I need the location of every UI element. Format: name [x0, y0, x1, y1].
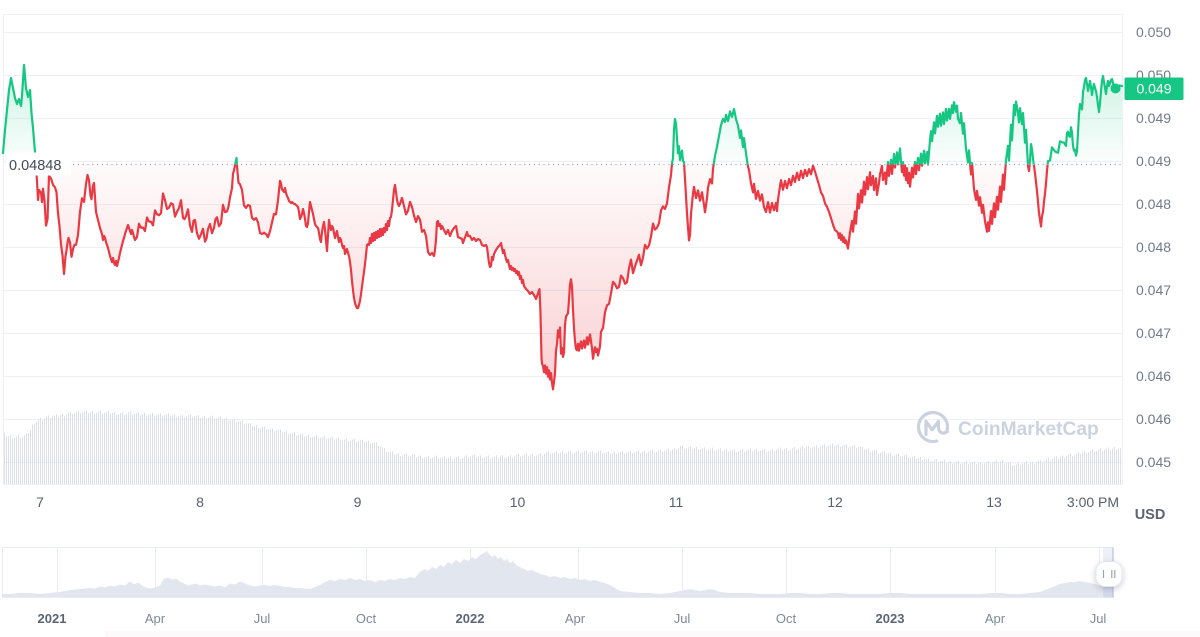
svg-text:Jul: Jul [674, 611, 691, 626]
svg-text:2022: 2022 [456, 611, 485, 626]
svg-text:Apr: Apr [565, 611, 586, 626]
svg-text:Oct: Oct [356, 611, 377, 626]
svg-text:0.050: 0.050 [1136, 24, 1171, 40]
svg-text:10: 10 [510, 494, 526, 510]
svg-text:USD: USD [1135, 507, 1166, 523]
svg-text:0.04848: 0.04848 [9, 158, 61, 174]
svg-text:3:00 PM: 3:00 PM [1067, 494, 1119, 510]
svg-text:0.049: 0.049 [1136, 110, 1171, 126]
svg-text:0.047: 0.047 [1136, 325, 1171, 341]
svg-text:0.046: 0.046 [1136, 411, 1171, 427]
svg-text:0.048: 0.048 [1136, 239, 1171, 255]
svg-text:9: 9 [354, 494, 362, 510]
svg-text:Oct: Oct [776, 611, 797, 626]
svg-text:8: 8 [196, 494, 204, 510]
svg-text:Apr: Apr [985, 611, 1006, 626]
svg-text:CoinMarketCap: CoinMarketCap [958, 419, 1099, 440]
svg-text:7: 7 [36, 494, 44, 510]
svg-text:2021: 2021 [38, 611, 67, 626]
svg-text:13: 13 [986, 494, 1002, 510]
svg-text:Jul: Jul [254, 611, 271, 626]
svg-text:2023: 2023 [876, 611, 905, 626]
svg-text:Jul: Jul [1090, 611, 1107, 626]
svg-text:0.046: 0.046 [1136, 368, 1171, 384]
svg-text:0.047: 0.047 [1136, 282, 1171, 298]
svg-text:0.049: 0.049 [1136, 81, 1171, 97]
svg-text:0.045: 0.045 [1136, 454, 1171, 470]
svg-text:0.049: 0.049 [1136, 153, 1171, 169]
svg-text:0.048: 0.048 [1136, 196, 1171, 212]
svg-text:12: 12 [827, 494, 843, 510]
svg-text:Apr: Apr [145, 611, 166, 626]
svg-text:11: 11 [669, 494, 684, 510]
